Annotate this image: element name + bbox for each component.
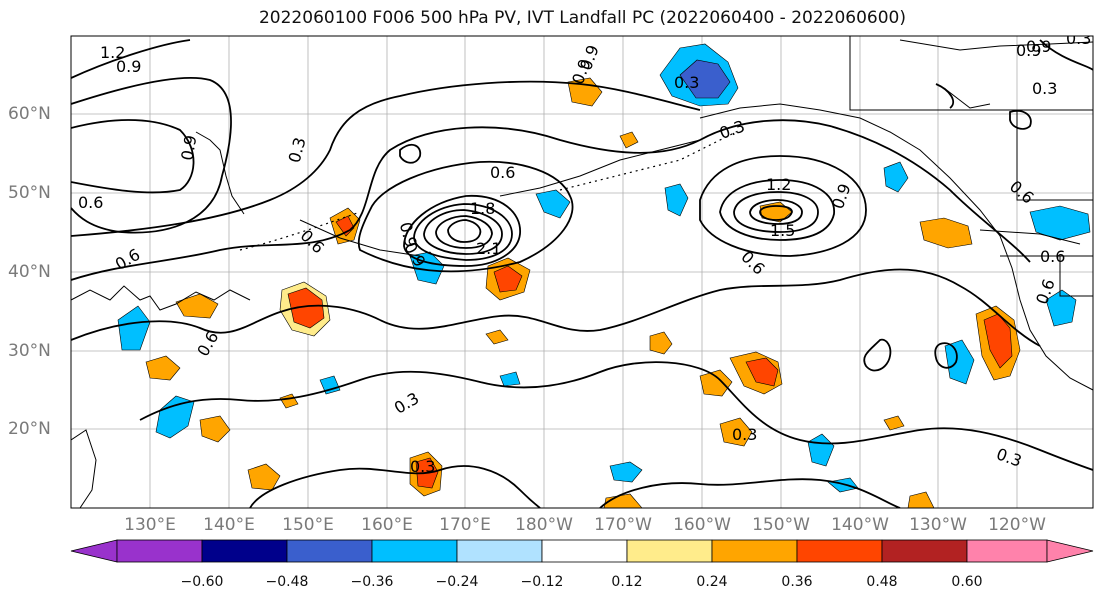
negative-anomaly <box>1029 205 1091 241</box>
contour-label: 0.6 <box>112 245 144 274</box>
positive-anomaly <box>719 417 753 447</box>
lon-label: 140°E <box>203 515 255 535</box>
negative-anomaly <box>117 305 151 351</box>
positive-anomaly <box>485 329 509 345</box>
contour-label: 0.9 <box>576 42 603 72</box>
positive-anomaly <box>279 393 299 409</box>
negative-anomaly <box>535 189 571 219</box>
lon-label: 160°E <box>361 515 413 535</box>
positive-anomaly <box>745 357 779 387</box>
dotted-track <box>239 129 741 251</box>
positive-anomaly <box>145 355 181 381</box>
colorbar-tick-label: 0.12 <box>611 574 643 590</box>
colorbar-tick-label: 0.36 <box>781 574 813 590</box>
contour-label: 0.6 <box>1040 247 1065 266</box>
lat-label: 40°N <box>8 262 51 282</box>
contour-label: 0.3 <box>410 457 435 476</box>
lon-label: 150°W <box>752 515 810 535</box>
lat-label: 60°N <box>8 104 51 124</box>
negative-anomaly <box>944 339 975 385</box>
negative-anomaly <box>807 433 835 467</box>
positive-anomaly <box>287 287 325 329</box>
positive-anomaly <box>175 293 219 319</box>
lon-label: 170°W <box>594 515 652 535</box>
positive-anomaly <box>883 415 905 431</box>
negative-anomaly <box>679 59 731 99</box>
contour-label: 0.6 <box>490 163 515 182</box>
contour-label: 0.3 <box>285 135 310 165</box>
lon-label: 160°W <box>673 515 731 535</box>
negative-anomaly <box>155 395 195 439</box>
lat-label: 30°N <box>8 341 51 361</box>
colorbar-tick-label: −0.12 <box>520 574 564 590</box>
lat-label: 50°N <box>8 183 51 203</box>
ivt-shading <box>117 43 1091 508</box>
negative-anomaly <box>664 183 689 217</box>
negative-anomaly <box>609 461 643 483</box>
contour-label: 0.9 <box>828 181 855 211</box>
colorbar-tick-label: 0.24 <box>696 574 728 590</box>
contour-label: 0.9 <box>1026 37 1051 56</box>
contour-label: 0.6 <box>1006 177 1038 208</box>
positive-anomaly <box>919 217 973 249</box>
map-frame <box>70 35 1094 509</box>
positive-anomaly <box>619 131 639 149</box>
colorbar-tick-label: 0.48 <box>866 574 898 590</box>
colorbar-max-arrow <box>1046 539 1094 563</box>
contour-label: 0.3 <box>391 388 423 417</box>
lon-label: 180°W <box>515 515 573 535</box>
positive-anomaly <box>759 201 793 223</box>
contour-label: 0.6 <box>737 247 768 278</box>
positive-anomaly <box>699 369 733 397</box>
contour-label: 0.3 <box>674 73 699 92</box>
colorbar-tick-label: −0.24 <box>435 574 479 590</box>
positive-anomaly <box>649 331 673 355</box>
contour-label: 0.3 <box>717 116 747 143</box>
pv-contours <box>71 39 1093 508</box>
lon-label: 140°W <box>831 515 889 535</box>
negative-anomaly <box>883 161 909 193</box>
contour-label: 0.3 <box>1032 79 1057 98</box>
lon-label: 130°W <box>909 515 967 535</box>
contour-label: 1.2 <box>100 43 125 62</box>
lon-label: 120°W <box>988 515 1046 535</box>
negative-anomaly <box>319 375 341 395</box>
lon-label: 150°E <box>282 515 334 535</box>
plot-title: 2022060100 F006 500 hPa PV, IVT Landfall… <box>258 8 906 28</box>
positive-anomaly <box>199 415 231 443</box>
contour-label: 1.2 <box>766 175 791 194</box>
negative-anomaly <box>1045 289 1077 327</box>
positive-anomaly <box>247 463 281 491</box>
contour-label: 0.9 <box>177 134 200 162</box>
positive-anomaly <box>493 265 523 293</box>
contour-label: 0.9 <box>116 57 141 76</box>
map-gridlines <box>71 36 1093 508</box>
contour-label: 0.6 <box>78 193 103 212</box>
lon-label: 130°E <box>124 515 176 535</box>
negative-anomaly <box>827 477 859 493</box>
contour-label: 0.3 <box>732 425 757 444</box>
colorbar <box>70 539 1094 563</box>
coastlines <box>71 36 1093 508</box>
contour-label: 0.9 <box>1016 41 1041 60</box>
contour-label: 1.8 <box>470 199 495 218</box>
colorbar-tick-label: −0.36 <box>350 574 394 590</box>
lat-label: 20°N <box>8 419 51 439</box>
lon-label: 170°E <box>439 515 491 535</box>
negative-anomaly <box>499 371 521 387</box>
colorbar-min-arrow <box>70 539 118 563</box>
colorbar-tick-label: −0.60 <box>180 574 224 590</box>
contour-label: 2.1 <box>476 239 501 258</box>
colorbar-tick-label: 0.60 <box>951 574 983 590</box>
contour-label: 0.3 <box>994 444 1024 471</box>
contour-label: 1.5 <box>770 221 795 240</box>
colorbar-tick-label: −0.48 <box>265 574 309 590</box>
contour-label: 0.3 <box>1066 29 1091 48</box>
positive-anomaly <box>907 491 935 508</box>
